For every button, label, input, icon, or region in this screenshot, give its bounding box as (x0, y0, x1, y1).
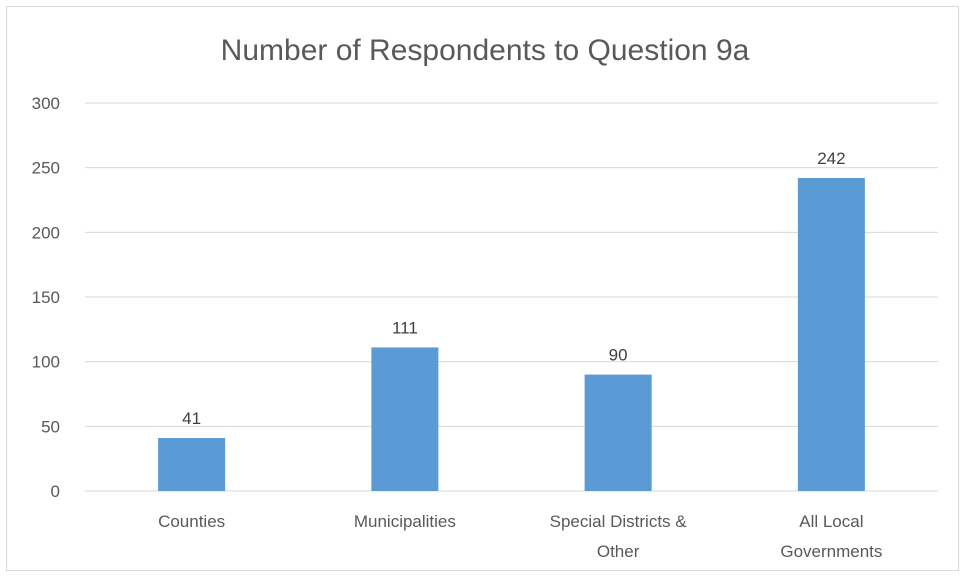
data-labels: 41 111 90 242 (182, 149, 845, 428)
x-category-label: Special Districts & Other (550, 512, 688, 561)
x-category-label: All Local Governments (780, 512, 882, 561)
x-category-label: Counties (158, 512, 225, 531)
data-label: 111 (392, 318, 418, 337)
bar (584, 374, 652, 491)
bar (797, 178, 865, 491)
y-tick-label: 150 (32, 288, 60, 307)
chart-title: Number of Respondents to Question 9a (221, 34, 750, 67)
bars (158, 178, 865, 491)
data-label: 90 (609, 346, 628, 365)
gridlines (85, 102, 938, 492)
y-tick-label: 0 (51, 482, 60, 501)
y-tick-label: 200 (32, 223, 60, 242)
x-category-label: Municipalities (354, 512, 456, 531)
y-tick-label: 250 (32, 159, 60, 178)
y-tick-label: 300 (32, 94, 60, 113)
y-tick-label: 50 (41, 417, 60, 436)
bar (158, 437, 226, 491)
x-axis-categories: Counties Municipalities Special Districts … (158, 512, 882, 561)
data-label: 242 (817, 149, 845, 168)
y-axis-ticks: 0 50 100 150 200 250 300 (32, 94, 60, 501)
bar (371, 347, 439, 491)
data-label: 41 (182, 409, 201, 428)
y-tick-label: 100 (32, 353, 60, 372)
